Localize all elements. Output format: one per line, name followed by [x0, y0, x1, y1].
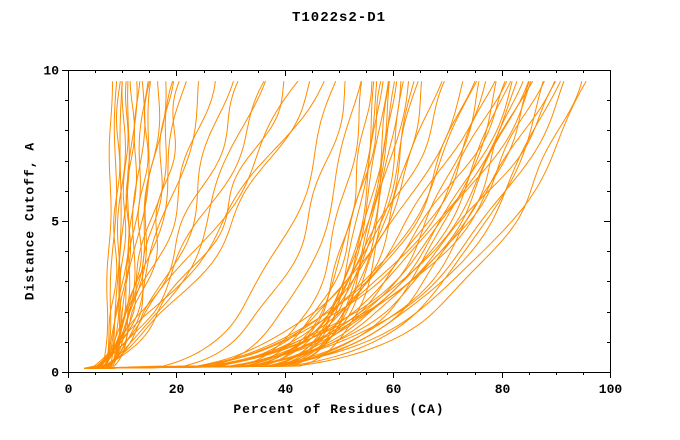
curve-line — [84, 81, 180, 369]
curve-line — [84, 81, 149, 369]
curve-line — [84, 80, 325, 369]
curve-line — [84, 81, 216, 369]
chart-title: T1022s2-D1 — [291, 10, 386, 26]
curve-line — [86, 81, 583, 369]
x-tick-label: 80 — [495, 382, 511, 397]
y-tick-label: 0 — [51, 366, 59, 381]
curve-line — [84, 81, 199, 369]
curve-line — [84, 81, 129, 369]
curve-line — [85, 81, 362, 369]
curve-line — [84, 81, 544, 369]
curve-line — [84, 80, 299, 369]
x-tick-label: 20 — [169, 382, 185, 397]
curve-line — [84, 81, 532, 369]
curve-line — [84, 81, 398, 369]
curve-line — [85, 80, 561, 369]
curve-line — [86, 81, 234, 369]
curve-line — [85, 81, 382, 369]
curve-line — [85, 81, 121, 369]
curve-line — [84, 80, 445, 369]
curve-line — [84, 80, 239, 369]
curve-line — [84, 81, 346, 369]
curve-line — [84, 81, 285, 369]
curve-line — [84, 81, 422, 369]
curve-line — [84, 81, 266, 369]
y-tick-label: 5 — [51, 215, 59, 230]
curve-line — [84, 80, 476, 369]
curve-line — [84, 81, 513, 369]
curve-line — [84, 81, 123, 369]
y-tick-label: 10 — [43, 64, 59, 79]
curve-line — [84, 81, 565, 369]
x-tick-label: 60 — [386, 382, 402, 397]
curve-line — [84, 81, 113, 369]
y-axis-label: Distance Cutoff, A — [22, 141, 38, 301]
curve-line — [84, 81, 487, 369]
curve-line — [86, 81, 126, 369]
curve-line — [84, 80, 557, 369]
curve-line — [84, 81, 506, 369]
curve-line — [85, 80, 512, 369]
x-axis-label: Percent of Residues (CA) — [233, 402, 445, 417]
curve-line — [84, 81, 378, 369]
curve-line — [84, 80, 587, 369]
curve-line — [85, 80, 478, 369]
curve-line — [84, 81, 118, 369]
curve-line — [86, 80, 545, 369]
curve-line — [84, 81, 395, 369]
x-tick-label: 100 — [599, 382, 623, 397]
curve-line — [84, 81, 337, 369]
curve-line — [84, 81, 530, 369]
curve-line — [84, 81, 556, 369]
x-tick-label: 40 — [278, 382, 294, 397]
curve-line — [85, 80, 534, 369]
x-tick-label: 0 — [65, 382, 73, 397]
